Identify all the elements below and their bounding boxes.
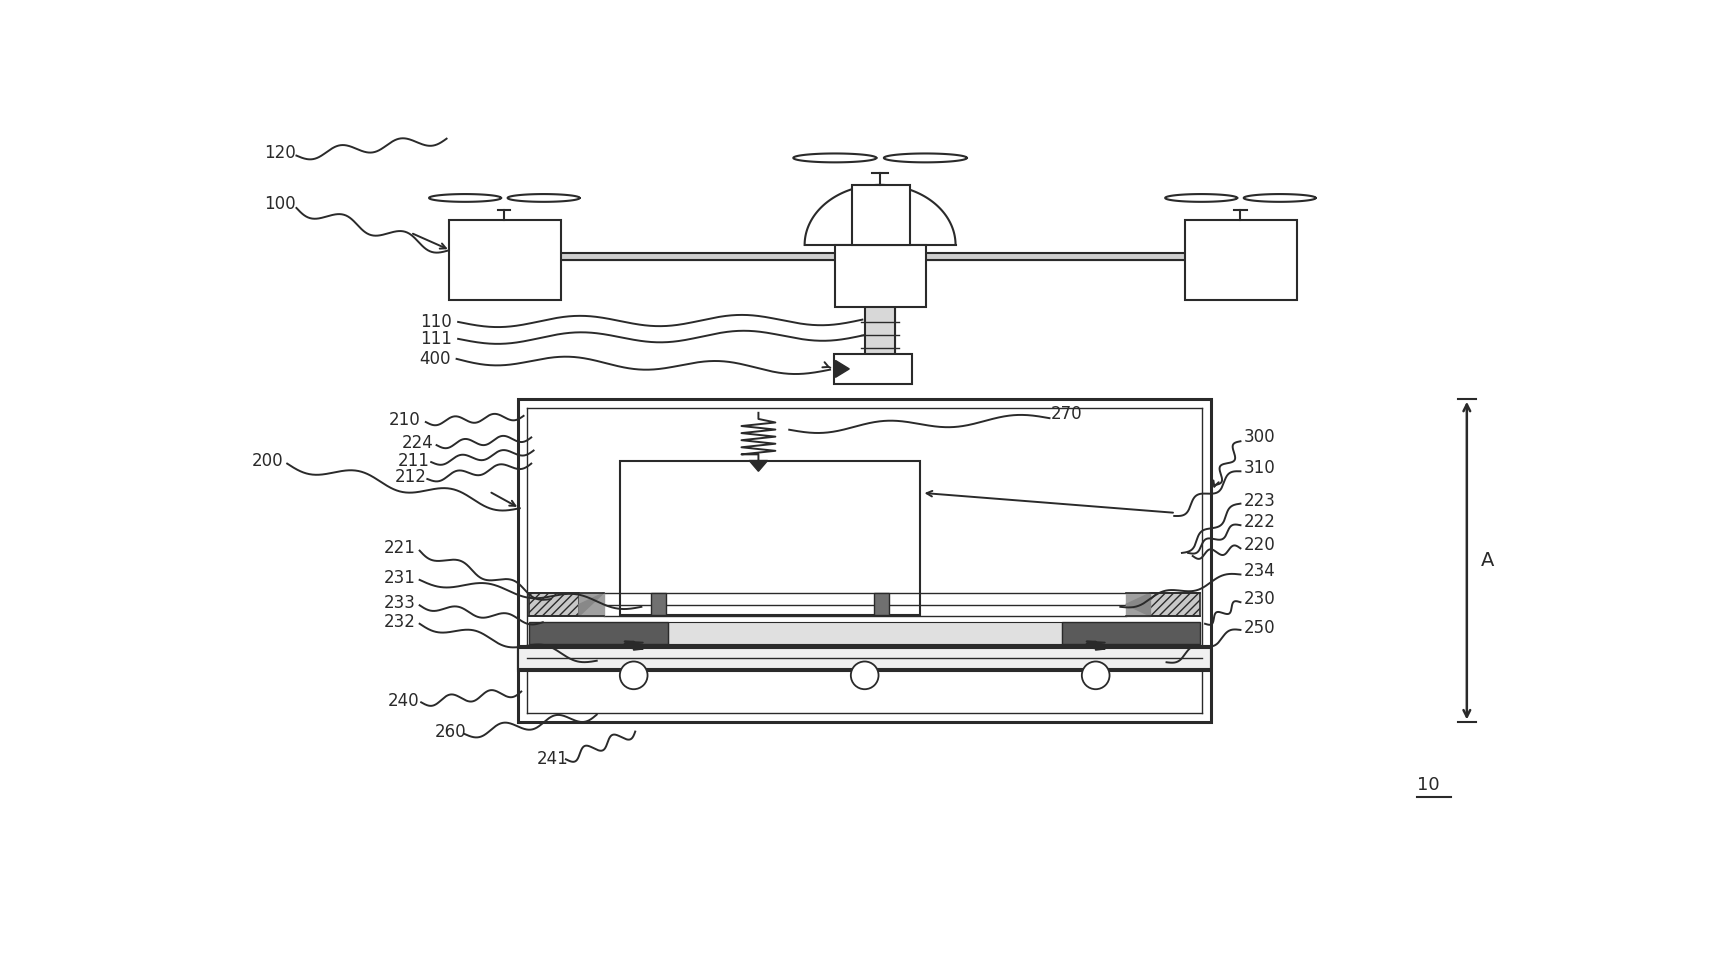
- Bar: [668, 622, 1062, 644]
- Polygon shape: [864, 306, 895, 354]
- Polygon shape: [429, 195, 501, 202]
- Text: 200: 200: [251, 452, 284, 470]
- Text: 222: 222: [1244, 513, 1275, 532]
- Text: 241: 241: [537, 749, 568, 768]
- Bar: [1062, 622, 1201, 644]
- Text: 111: 111: [420, 330, 451, 348]
- Text: 210: 210: [389, 410, 420, 429]
- Text: 220: 220: [1244, 536, 1275, 555]
- Bar: [874, 593, 890, 614]
- Polygon shape: [835, 360, 848, 377]
- Text: 120: 120: [263, 143, 296, 162]
- Bar: [518, 648, 1212, 669]
- Text: 223: 223: [1244, 491, 1275, 509]
- Text: 231: 231: [384, 568, 416, 586]
- Text: 270: 270: [1052, 405, 1083, 424]
- Polygon shape: [508, 195, 580, 202]
- Polygon shape: [793, 153, 876, 163]
- Polygon shape: [1165, 195, 1237, 202]
- Bar: [528, 593, 578, 616]
- Bar: [835, 354, 912, 383]
- Polygon shape: [578, 593, 604, 616]
- Text: 310: 310: [1244, 459, 1275, 478]
- Text: 232: 232: [384, 613, 416, 631]
- Polygon shape: [885, 153, 967, 163]
- Polygon shape: [1126, 593, 1150, 616]
- Text: 300: 300: [1244, 429, 1275, 447]
- Text: 230: 230: [1244, 590, 1275, 608]
- Bar: [518, 399, 1212, 722]
- Bar: [1186, 220, 1296, 300]
- Text: A: A: [1480, 551, 1494, 570]
- Polygon shape: [749, 460, 768, 471]
- Circle shape: [850, 662, 878, 690]
- Bar: [449, 220, 561, 300]
- Polygon shape: [578, 593, 604, 616]
- Text: 212: 212: [396, 468, 427, 486]
- Bar: [835, 245, 926, 306]
- Text: 100: 100: [263, 195, 296, 213]
- Text: 211: 211: [398, 452, 430, 470]
- Text: 110: 110: [420, 313, 451, 331]
- Polygon shape: [465, 252, 1280, 260]
- Text: 260: 260: [435, 722, 466, 741]
- Bar: [620, 460, 921, 614]
- Text: 250: 250: [1244, 618, 1275, 637]
- Polygon shape: [1244, 195, 1317, 202]
- Bar: [518, 646, 1212, 671]
- Polygon shape: [805, 185, 955, 245]
- Circle shape: [1083, 662, 1110, 690]
- Bar: [1150, 593, 1201, 616]
- Text: 224: 224: [403, 433, 434, 452]
- Bar: [852, 185, 910, 245]
- Text: 240: 240: [387, 691, 418, 710]
- Circle shape: [620, 662, 647, 690]
- Bar: [528, 622, 668, 644]
- Text: 233: 233: [384, 594, 416, 612]
- Bar: [651, 593, 666, 614]
- Text: 234: 234: [1244, 562, 1275, 581]
- Text: 10: 10: [1416, 776, 1439, 794]
- Text: 221: 221: [384, 539, 416, 558]
- Text: 400: 400: [420, 350, 451, 368]
- Polygon shape: [1126, 593, 1150, 616]
